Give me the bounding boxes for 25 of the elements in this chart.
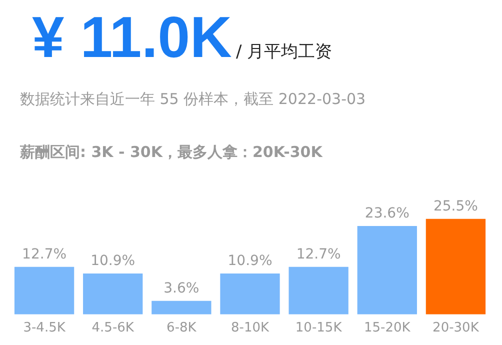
bar	[14, 266, 74, 314]
bar	[83, 274, 143, 314]
data-label: 12.7%	[22, 246, 67, 262]
chart-title: ¥ 11.0K	[32, 5, 232, 70]
data-label: 10.9%	[228, 253, 272, 270]
x-tick-label: 10-15K	[295, 320, 342, 336]
data-label: 25.5%	[433, 198, 478, 214]
x-tick-label: 6-8K	[166, 320, 197, 336]
text: / 月平均工资	[236, 42, 332, 62]
data-label: 12.7%	[296, 246, 341, 262]
bar	[220, 274, 280, 314]
bar	[288, 266, 348, 314]
bar	[152, 300, 212, 314]
x-tick-label: 4.5-6K	[92, 320, 134, 336]
data-label: 10.9%	[90, 253, 136, 270]
data-label: 3.6%	[164, 280, 200, 297]
x-tick-label: 20-30K	[432, 320, 480, 336]
text: 薪酬区间: 3K - 30K，最多人拿：20K-30K	[20, 143, 322, 162]
x-tick-label: 3-4.5K	[23, 320, 66, 336]
data-label: 23.6%	[364, 206, 410, 222]
x-tick-label: 8-10K	[230, 320, 270, 336]
bar	[426, 218, 486, 314]
bar	[357, 226, 417, 314]
chart-subtitle: 数据统计来自近一年 55 份样本，截至 2022-03-03	[20, 90, 366, 109]
x-tick-label: 15-20K	[364, 320, 411, 336]
